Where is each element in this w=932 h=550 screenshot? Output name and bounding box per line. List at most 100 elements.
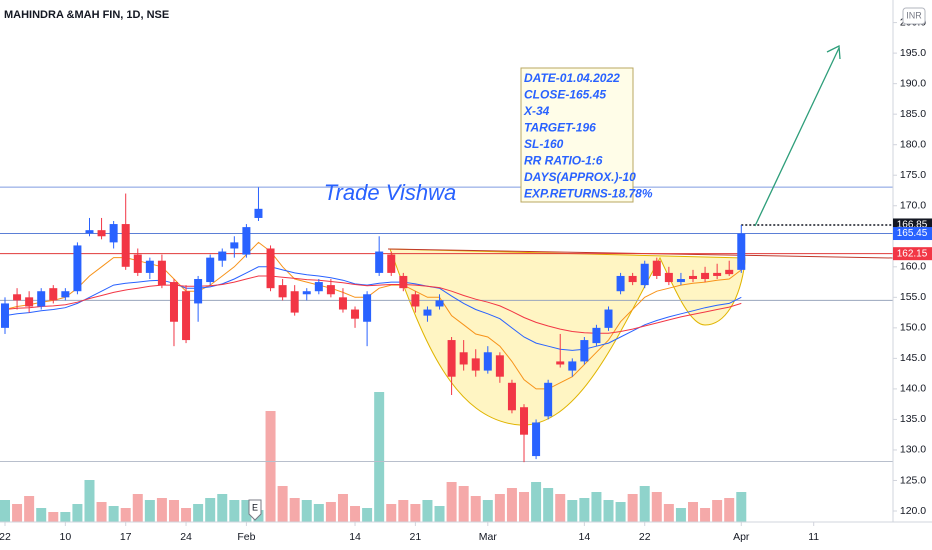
volume-bar: [506, 488, 517, 522]
y-tick-label: 130.0: [900, 444, 926, 456]
volume-bar: [555, 494, 566, 522]
volume-bar: [700, 508, 711, 522]
candle-body: [121, 224, 130, 267]
volume-bar: [205, 498, 216, 522]
volume-bar: [494, 494, 505, 522]
candle-body: [302, 291, 311, 295]
volume-bar: [675, 508, 686, 522]
candle-body: [556, 361, 565, 365]
annotation-line: SL-160: [524, 137, 564, 151]
volume-bar: [543, 488, 554, 522]
price-label: 162.15: [897, 248, 928, 259]
annotation-line: X-34: [523, 104, 550, 118]
x-tick-label: 21: [410, 531, 422, 543]
candle-body: [507, 382, 516, 411]
candle-body: [411, 294, 420, 307]
volume-bar: [156, 498, 167, 522]
volume-bar: [567, 500, 578, 522]
candle-body: [616, 275, 625, 292]
volume-bar: [615, 502, 626, 522]
candle-body: [85, 230, 94, 234]
x-tick-label: Mar: [479, 531, 498, 543]
volume-bar: [651, 492, 662, 522]
candle-body: [218, 251, 227, 261]
volume-bar: [627, 494, 638, 522]
annotation-line: TARGET-196: [524, 121, 596, 135]
candle-body: [399, 275, 408, 289]
volume-bar: [603, 500, 614, 522]
y-tick-label: 125.0: [900, 474, 926, 486]
candle-body: [532, 422, 541, 457]
candle-body: [628, 275, 637, 283]
candle-body: [483, 352, 492, 371]
candle-body: [375, 251, 384, 273]
y-tick-label: 135.0: [900, 413, 926, 425]
moving-average: [4, 275, 742, 334]
candle-body: [206, 257, 215, 283]
candle-body: [49, 288, 58, 301]
volume-bar: [217, 494, 228, 522]
volume-bar: [362, 508, 373, 522]
volume-bar: [446, 482, 457, 522]
price-label-box: [893, 227, 932, 241]
currency-badge[interactable]: [902, 7, 926, 25]
volume-bar: [96, 502, 107, 522]
candle-body: [338, 297, 347, 310]
candle-body: [314, 282, 323, 292]
volume-bar: [398, 500, 409, 522]
volume-bar: [591, 492, 602, 522]
volume-bar: [84, 480, 95, 522]
y-tick-label: 160.0: [900, 261, 926, 273]
candle-body: [351, 309, 360, 319]
volume-bar: [422, 500, 433, 522]
x-tick-label: 11: [808, 531, 819, 543]
candle-body: [109, 224, 118, 243]
candle-body: [182, 291, 191, 341]
volume-bar: [120, 508, 131, 522]
candle-body: [664, 272, 673, 283]
volume-bar: [687, 502, 698, 522]
y-tick-label: 180.0: [900, 138, 926, 150]
candle-body: [737, 233, 746, 270]
volume-bar: [712, 500, 723, 522]
candle-body: [61, 291, 70, 298]
candle-body: [676, 279, 685, 283]
annotation-text: DATE-01.04.2022 CLOSE-165.45 X-34 TARGET-19…: [523, 71, 653, 201]
volume-bar: [434, 506, 445, 522]
y-tick-label: 170.0: [900, 200, 926, 212]
y-tick-label: 175.0: [900, 169, 926, 181]
candle-body: [568, 361, 577, 371]
candle-body: [157, 260, 166, 286]
annotation-line: RR RATIO-1:6: [524, 154, 603, 168]
currency-label: INR: [906, 10, 922, 20]
x-tick-label: 17: [120, 531, 132, 543]
volume-bar: [301, 500, 312, 522]
candle-body: [133, 254, 142, 273]
earnings-icon[interactable]: [248, 499, 262, 521]
volume-bar: [313, 504, 324, 522]
candle-body: [495, 355, 504, 377]
candle-body: [580, 340, 589, 362]
volume-bar: [337, 494, 348, 522]
candle-body: [242, 227, 251, 255]
y-tick-label: 190.0: [900, 77, 926, 89]
volume-bar: [519, 492, 530, 522]
time-axis: 22 10 17 24 Feb 14 21 Mar 14 22 Apr 11: [0, 522, 819, 543]
volume-bar: [458, 486, 469, 522]
y-tick-label: 145.0: [900, 352, 926, 364]
volume-layer: [0, 392, 747, 522]
volume-bar: [470, 496, 481, 522]
earnings-label: E: [252, 502, 258, 512]
volume-bar: [736, 492, 747, 522]
volume-bar: [639, 486, 650, 522]
x-tick-label: 14: [349, 531, 361, 543]
volume-bar: [289, 498, 300, 522]
annotation-line: EXP.RETURNS-18.78%: [524, 187, 653, 201]
volume-bar: [265, 411, 276, 522]
y-tick-label: 120.0: [900, 505, 926, 517]
volume-bar: [193, 504, 204, 522]
volume-bar: [0, 500, 10, 522]
candle-body: [363, 294, 372, 322]
candle-body: [447, 340, 456, 377]
